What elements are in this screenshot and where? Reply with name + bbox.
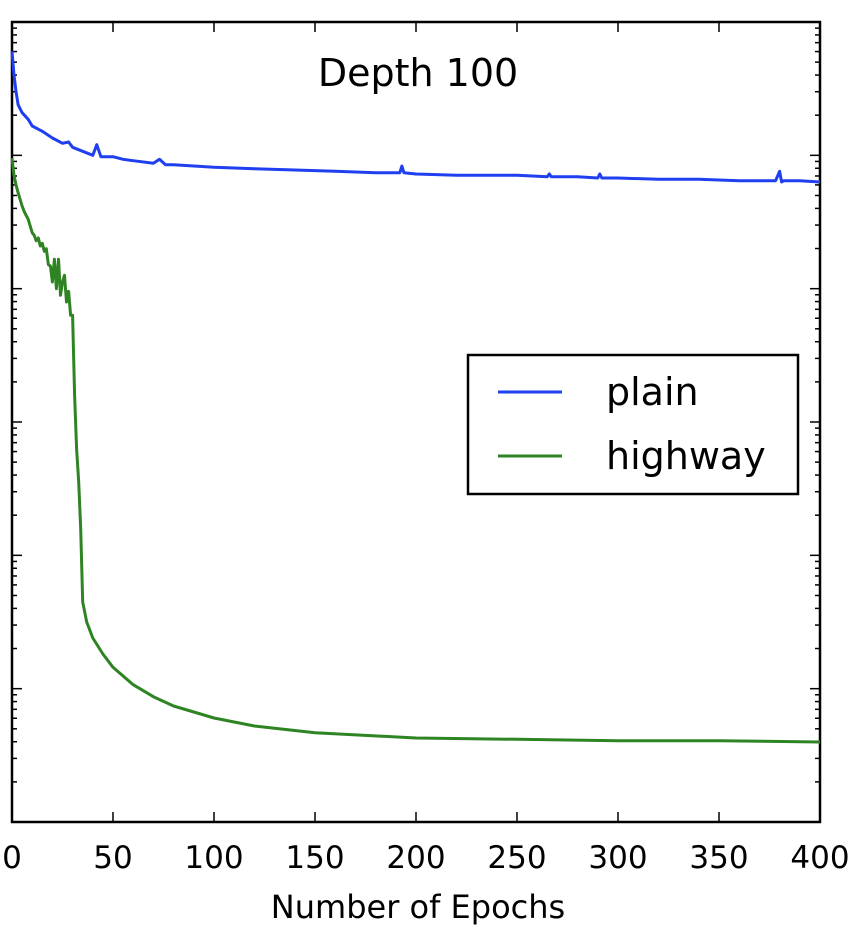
series-line-plain: [10, 51, 821, 184]
x-axis-title: Number of Epochs: [271, 888, 565, 926]
x-tick-label: 200: [386, 840, 445, 876]
x-tick-label: 250: [487, 840, 546, 876]
x-tick-label: 150: [285, 840, 344, 876]
x-tick-label: 50: [93, 840, 132, 876]
series-line-highway: [10, 157, 821, 744]
legend-box: [466, 353, 800, 496]
x-tick-labels: 0 50 100 150 200 250 300 350 400: [2, 840, 849, 876]
x-tick-label: 350: [689, 840, 748, 876]
chart-title: Depth 100: [318, 51, 518, 95]
x-tick-label: 300: [588, 840, 647, 876]
x-tick-label: 400: [790, 840, 849, 876]
legend: plain highway: [466, 353, 800, 496]
x-tick-label: 100: [184, 840, 243, 876]
series-lines: [10, 51, 821, 744]
legend-label-highway: highway: [606, 434, 766, 478]
legend-label-plain: plain: [606, 370, 699, 414]
x-tick-label: 0: [2, 840, 22, 876]
